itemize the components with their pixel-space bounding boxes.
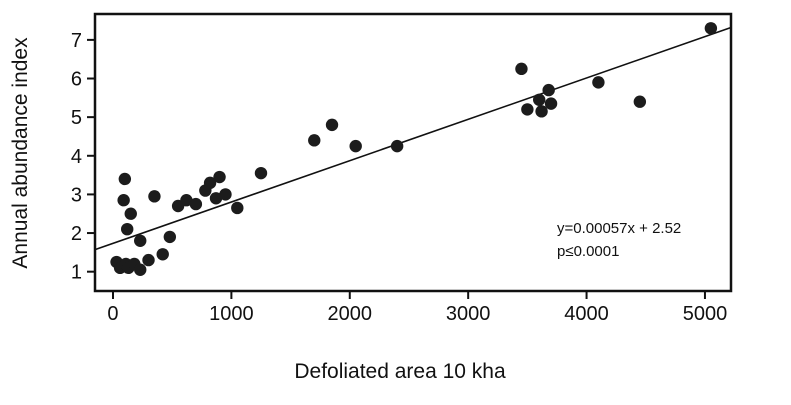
data-point <box>203 176 217 190</box>
plot-frame <box>93 12 733 293</box>
data-point <box>124 207 137 220</box>
data-point <box>118 172 132 186</box>
y-axis-label: Annual abundance index <box>9 37 32 269</box>
data-point <box>148 190 161 203</box>
data-point <box>533 93 546 106</box>
data-point <box>544 97 558 110</box>
annotation-equation: y=0.00057x + 2.52 <box>557 220 681 237</box>
data-point <box>542 83 555 97</box>
x-axis-label: Defoliated area 10 kha <box>294 360 506 383</box>
regression-line <box>94 26 732 251</box>
data-point <box>163 230 177 244</box>
x-tick-label: 2000 <box>328 303 373 325</box>
y-tick-label: 7 <box>71 30 82 52</box>
data-point <box>134 234 147 247</box>
data-point <box>134 263 147 276</box>
data-point <box>213 170 226 184</box>
plot-frame-rect <box>93 12 733 293</box>
data-points <box>110 22 718 276</box>
data-point <box>349 139 362 153</box>
data-point <box>308 134 321 147</box>
y-tick-label: 4 <box>71 146 82 168</box>
data-point <box>515 62 528 76</box>
annotation-pvalue: p≤0.0001 <box>557 243 619 260</box>
data-point <box>209 192 223 205</box>
x-tick-label: 3000 <box>446 303 491 325</box>
data-point <box>521 103 534 116</box>
data-point <box>254 166 268 180</box>
data-point <box>231 201 244 215</box>
y-tick-label: 2 <box>71 223 82 245</box>
regression-line-group <box>94 26 732 251</box>
data-point <box>592 76 605 89</box>
data-point <box>704 22 718 35</box>
x-tick-label: 4000 <box>564 303 609 325</box>
axis-ticks: 0 1000 2000 3000 4000 5000 1 2 3 4 5 6 7 <box>71 30 727 325</box>
data-point <box>156 248 169 261</box>
data-point <box>180 194 193 207</box>
x-tick-label: 0 <box>107 303 118 325</box>
y-tick-label: 5 <box>71 107 82 129</box>
data-point <box>535 105 548 118</box>
x-tick-label: 1000 <box>209 303 254 325</box>
data-point <box>325 118 339 132</box>
x-tick-label: 5000 <box>683 303 728 325</box>
data-point <box>390 139 404 153</box>
y-tick-label: 3 <box>71 184 82 206</box>
data-point <box>219 188 232 201</box>
data-point <box>142 253 155 267</box>
y-tick-label: 6 <box>71 69 82 91</box>
data-point <box>117 194 130 207</box>
data-point <box>189 197 203 211</box>
data-point <box>121 222 134 236</box>
y-tick-label: 1 <box>71 262 82 284</box>
data-point <box>633 95 647 108</box>
